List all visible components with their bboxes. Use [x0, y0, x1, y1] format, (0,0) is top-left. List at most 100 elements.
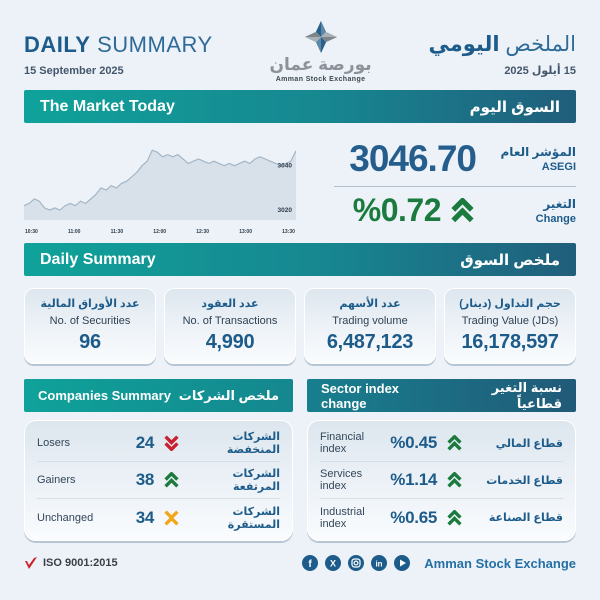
iso-certification: ISO 9001:2015	[24, 556, 118, 570]
x-twitter-icon[interactable]: X	[325, 555, 342, 571]
stat-label-en: Trading Value (JDs)	[461, 315, 559, 327]
stat-label-ar: عدد العقود	[201, 298, 259, 310]
row-value: %0.45	[390, 433, 437, 452]
svg-text:X: X	[330, 559, 336, 569]
header-left: DAILY SUMMARY 15 September 2025	[24, 20, 213, 77]
row-label-ar: الشركات المرتفعة	[232, 468, 280, 493]
title-ar-bold: اليومي	[428, 33, 500, 56]
double-chevron-up-icon	[444, 435, 464, 451]
stat-label-ar: حجم التداول (دينار)	[459, 298, 561, 310]
facebook-icon[interactable]: f	[302, 555, 319, 571]
report-footer: ISO 9001:2015 f X in Amman S	[24, 555, 576, 571]
index-info: 3046.70 المؤشر العام ASEGI %0.72 التغير	[296, 138, 576, 243]
row-value: %0.65	[390, 507, 437, 527]
report-header: DAILY SUMMARY 15 September 2025 بورصة عم…	[24, 20, 576, 90]
asegi-chart: 3040 3020	[23, 149, 297, 220]
index-chart-wrap: 3040 3020 10:30 11:00 11:30 12:00 12:30 …	[23, 138, 297, 243]
row-label-en: Financial index	[320, 431, 365, 455]
row-label-ar: قطاع الخدمات	[486, 474, 563, 487]
chart-ytick-3040: 3040	[278, 163, 293, 170]
title-en-light: SUMMARY	[97, 32, 213, 57]
youtube-icon[interactable]	[394, 555, 411, 571]
red-checkmark-icon	[25, 556, 37, 569]
svg-text:in: in	[376, 560, 383, 569]
sector-index-header: Sector index change نسبة التغير قطاعياً	[307, 379, 576, 412]
sector-header-en: Sector index change	[321, 380, 400, 411]
stat-card-securities: عدد الأوراق المالية No. of Securities 96	[24, 288, 156, 364]
companies-row-unchanged: Unchanged 34 الشركات المستقرة	[37, 499, 280, 536]
double-chevron-up-icon	[444, 509, 464, 526]
daily-summary-banner: Daily Summary ملخص السوق	[24, 243, 576, 276]
row-label-en: Gainers	[37, 474, 76, 486]
title-ar-light: الملخص	[505, 33, 576, 56]
companies-header-en: Companies Summary	[38, 388, 171, 403]
chart-xtick: 12:00	[153, 229, 167, 235]
svg-text:f: f	[309, 559, 313, 570]
market-today-title-ar: السوق اليوم	[469, 98, 560, 116]
stat-card-transactions: عدد العقود No. of Transactions 4,990	[164, 288, 296, 364]
market-section: 3040 3020 10:30 11:00 11:30 12:00 12:30 …	[23, 138, 576, 243]
companies-summary-body: Losers 24 الشركات المنخفضة Gainers 38	[24, 420, 293, 541]
row-label-ar: قطاع المالي	[495, 437, 563, 450]
linkedin-icon[interactable]: in	[371, 555, 388, 571]
row-value: 38	[135, 470, 155, 489]
change-value-block: %0.72	[353, 192, 476, 229]
market-today-banner: The Market Today السوق اليوم	[24, 90, 576, 123]
stats-row: عدد الأوراق المالية No. of Securities 96…	[24, 288, 576, 364]
chart-x-axis: 10:30 11:00 11:30 12:00 12:30 13:00 13:3…	[24, 227, 296, 235]
companies-row-losers: Losers 24 الشركات المنخفضة	[37, 425, 280, 462]
chart-xtick: 13:30	[282, 229, 295, 235]
change-label-ar: التغير	[543, 196, 576, 211]
row-value: %1.14	[390, 470, 437, 489]
stat-label-en: No. of Transactions	[182, 315, 278, 327]
stat-value: 4,990	[205, 331, 255, 353]
change-label-en: Change	[535, 212, 576, 225]
stat-card-value: حجم التداول (دينار) Trading Value (JDs) …	[444, 288, 576, 364]
stat-value: 6,487,123	[326, 331, 414, 353]
companies-summary-header: Companies Summary ملخص الشركات	[24, 379, 293, 412]
report-date-ar: 15 أيلول 2025	[504, 65, 576, 77]
row-label-en: Industrial index	[320, 505, 365, 530]
instagram-icon[interactable]	[348, 555, 365, 571]
row-label-ar: الشركات المستقرة	[227, 505, 280, 531]
double-chevron-up-icon	[444, 472, 464, 488]
index-value: 3046.70	[349, 138, 477, 179]
sector-row-industrial: Industrial index %0.65 قطاع الصناعة	[320, 499, 563, 536]
chart-ytick-3020: 3020	[278, 207, 293, 214]
footer-right: f X in Amman Stock Exchange	[302, 555, 576, 571]
stat-label-en: Trading volume	[332, 315, 408, 327]
chart-xtick: 11:00	[67, 229, 81, 235]
row-label-ar: قطاع الصناعة	[488, 512, 563, 524]
daily-summary-title-en: Daily Summary	[40, 250, 156, 268]
chart-xtick: 11:30	[110, 229, 124, 235]
row-label-en: Losers	[37, 437, 71, 449]
daily-summary-title-ar: ملخص السوق	[460, 251, 560, 269]
change-row: %0.72 التغير Change	[334, 192, 576, 229]
row-label-en: Unchanged	[37, 511, 94, 524]
logo-text-ar: بورصة عمان	[269, 55, 372, 74]
double-chevron-down-icon	[161, 435, 181, 451]
compass-star-icon	[304, 20, 337, 54]
double-chevron-up-icon	[161, 472, 181, 488]
double-chevron-up-icon	[451, 198, 474, 223]
change-labels: التغير Change	[490, 197, 576, 225]
chart-xtick: 12:30	[196, 229, 210, 235]
market-today-title-en: The Market Today	[40, 97, 175, 115]
row-label-en: Services index	[320, 468, 363, 492]
iso-label: ISO 9001:2015	[43, 557, 118, 569]
page-title-ar: الملخص اليومي	[428, 32, 576, 57]
stat-label-ar: عدد الأوراق المالية	[40, 298, 140, 310]
row-label-ar: الشركات المنخفضة	[226, 431, 280, 456]
sector-row-services: Services index %1.14 قطاع الخدمات	[320, 462, 563, 499]
change-value: %0.72	[352, 192, 442, 228]
row-value: 24	[135, 433, 155, 452]
sector-row-financial: Financial index %0.45 قطاع المالي	[320, 425, 563, 462]
index-value-row: 3046.70 المؤشر العام ASEGI	[334, 138, 576, 180]
companies-header-ar: ملخص الشركات	[178, 387, 279, 403]
info-divider	[334, 186, 576, 187]
logo-text-en: Amman Stock Exchange	[275, 76, 366, 83]
row-value: 34	[135, 507, 155, 527]
panels-row: Companies Summary ملخص الشركات Losers 24…	[24, 379, 576, 541]
index-label-en: ASEGI	[541, 161, 576, 173]
